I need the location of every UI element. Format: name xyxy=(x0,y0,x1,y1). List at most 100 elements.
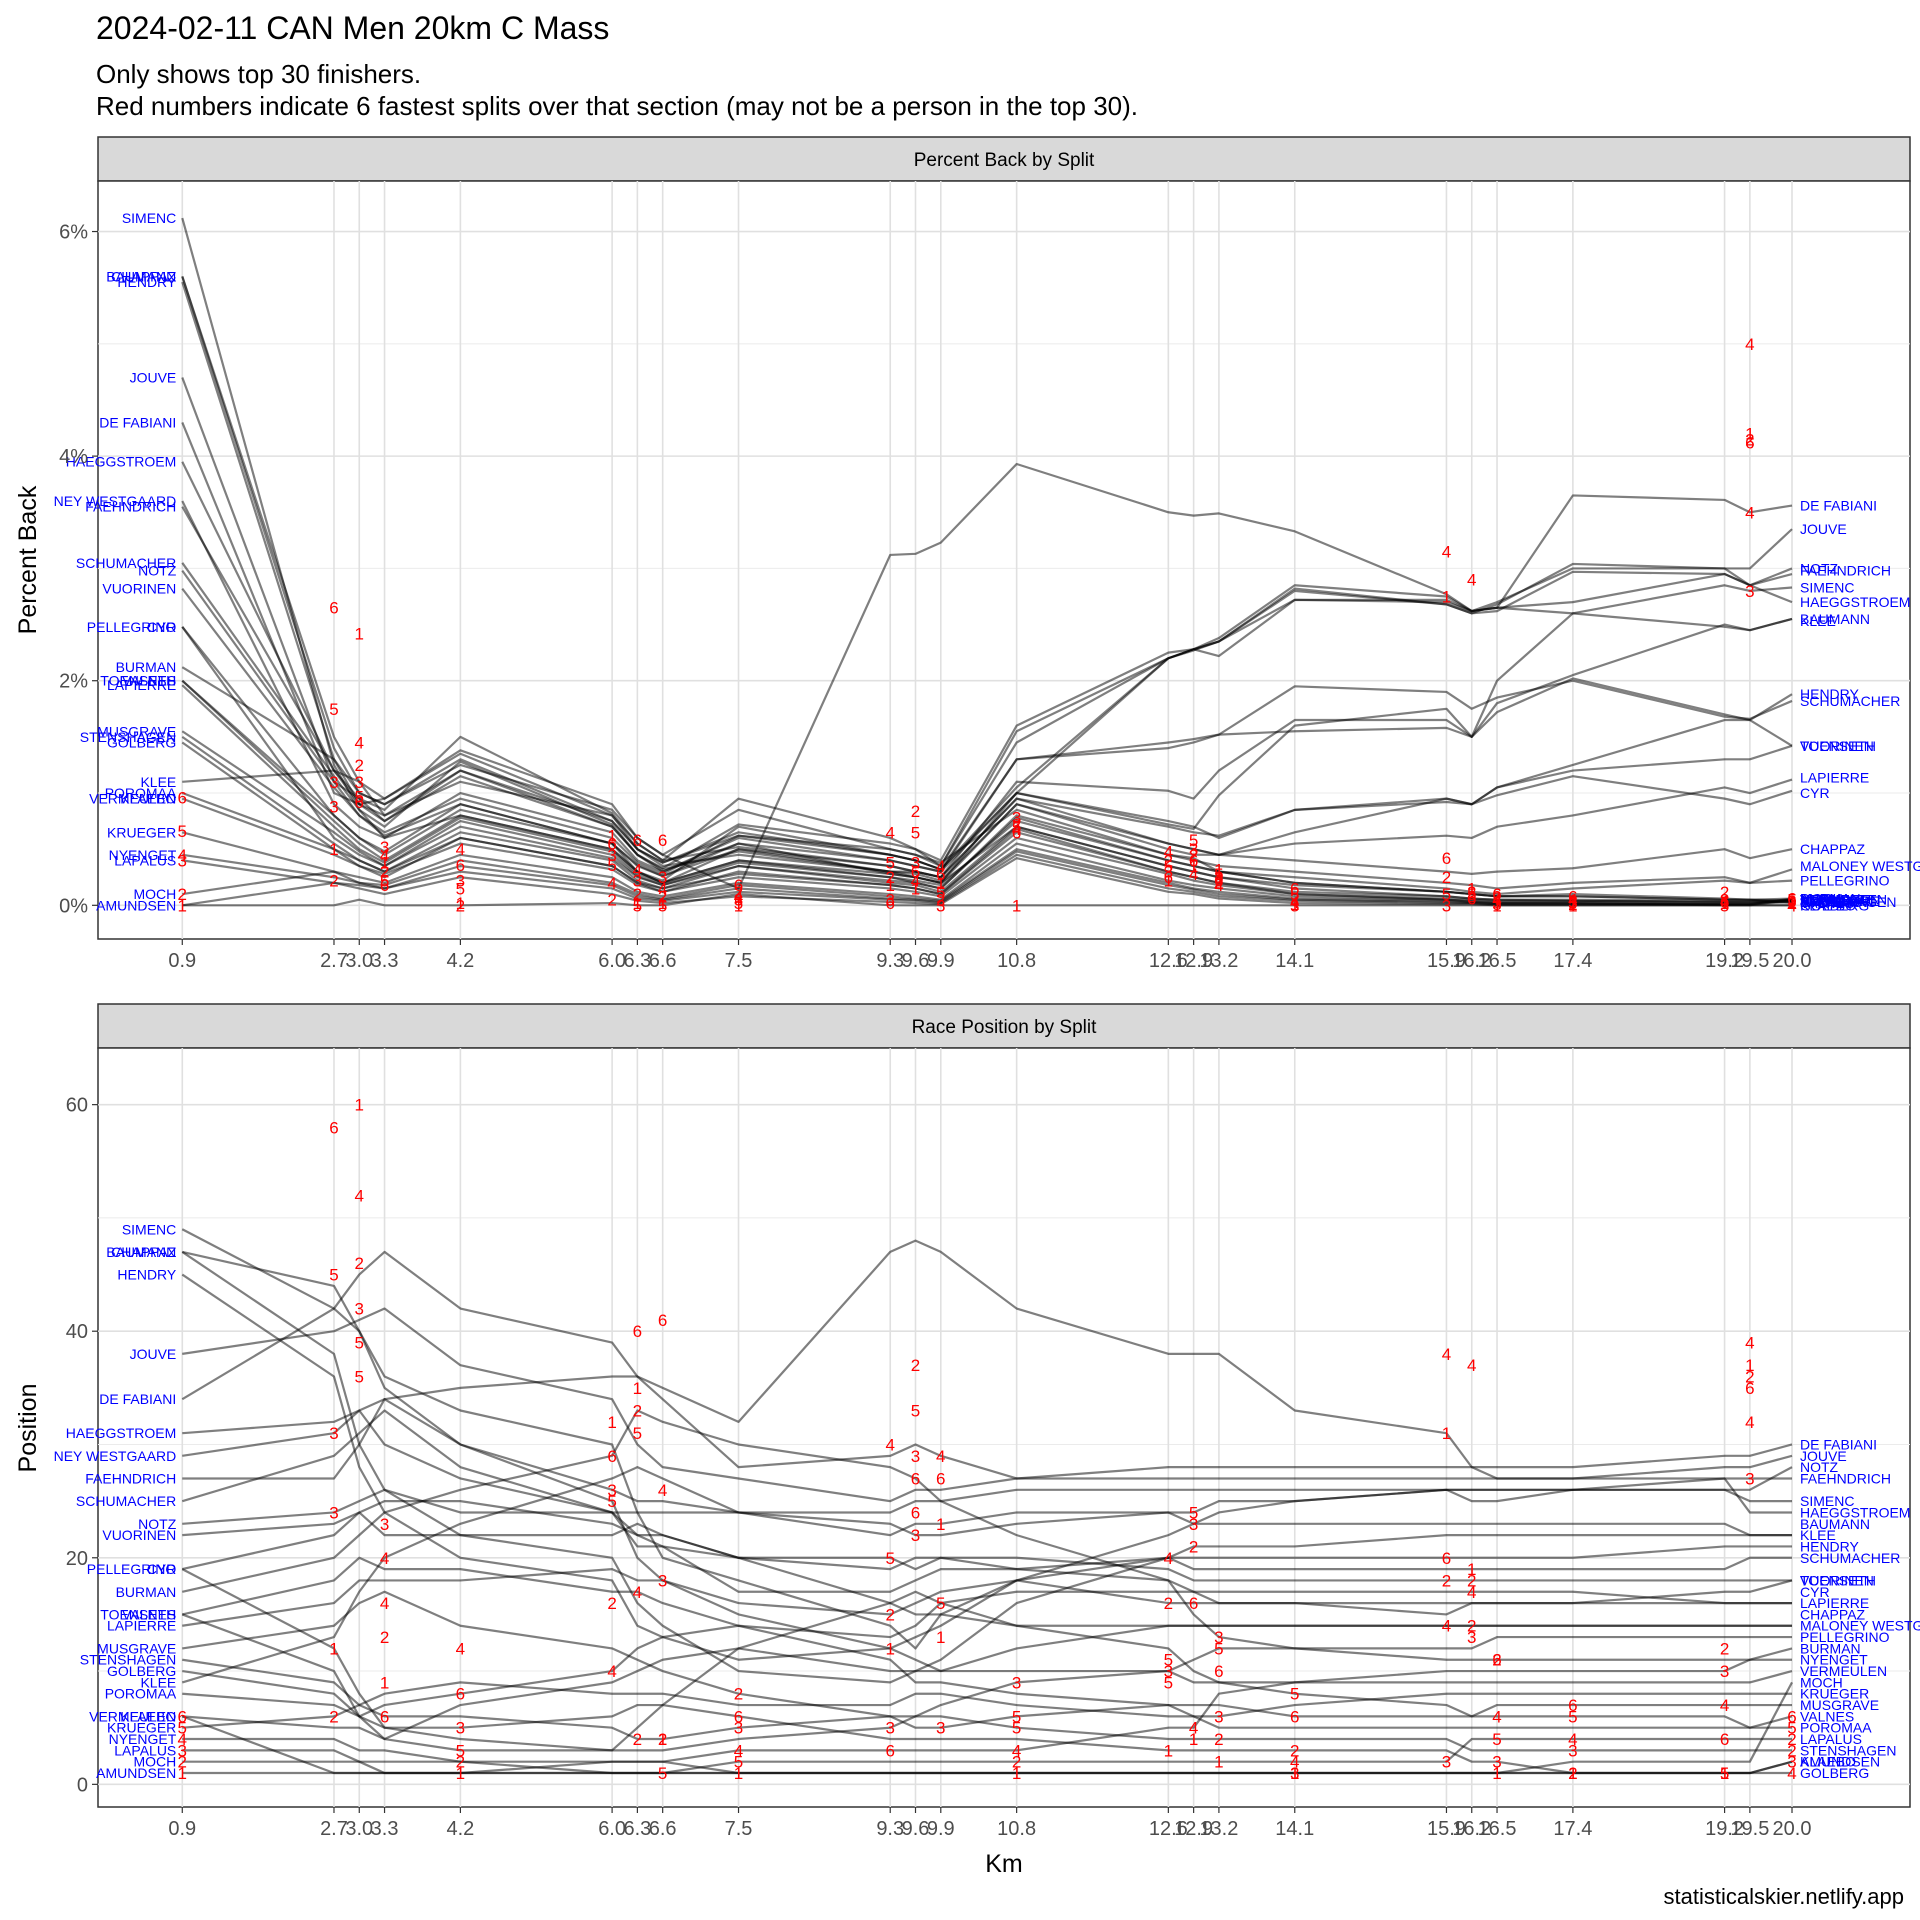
x-tick-label: 14.1 xyxy=(1275,950,1314,972)
end-label: POROMAA xyxy=(1800,893,1872,909)
end-label: VERMEULEN xyxy=(1800,1663,1887,1679)
series-line-hendry xyxy=(181,1273,1793,1661)
start-label: VUORINEN xyxy=(102,1527,176,1543)
split-rank-marker: 6 xyxy=(1442,849,1451,868)
split-rank-marker: 5 xyxy=(1214,865,1223,884)
x-tick-label: 6.3 xyxy=(623,950,651,972)
end-label: GOLBERG xyxy=(1800,1765,1869,1781)
split-rank-marker: 6 xyxy=(885,894,894,913)
split-rank-marker: 2 xyxy=(380,1628,389,1647)
split-rank-marker: 3 xyxy=(734,891,743,910)
split-rank-marker: 2 xyxy=(178,1753,187,1772)
split-rank-marker: 4 xyxy=(1492,891,1501,910)
split-rank-marker: 1 xyxy=(178,896,187,915)
split-rank-marker: 6 xyxy=(936,865,945,884)
split-rank-marker: 6 xyxy=(658,1311,667,1330)
split-rank-marker: 6 xyxy=(911,863,920,882)
split-rank-marker: 2 xyxy=(178,885,187,904)
split-rank-marker: 4 xyxy=(936,857,945,876)
start-label: CYR xyxy=(147,619,177,635)
end-label: KLAEBO xyxy=(1800,1754,1856,1770)
start-label: HENDRY xyxy=(117,274,177,290)
split-rank-marker: 1 xyxy=(734,1764,743,1783)
split-rank-marker: 2 xyxy=(1164,851,1173,870)
split-rank-marker: 5 xyxy=(456,879,465,898)
split-rank-marker: 6 xyxy=(456,1685,465,1704)
split-rank-marker: 4 xyxy=(1012,1741,1021,1760)
start-label: HAEGGSTROEM xyxy=(66,454,176,470)
split-rank-marker: 3 xyxy=(329,773,338,792)
split-rank-marker: 5 xyxy=(911,823,920,842)
series-line-krueger xyxy=(182,1681,1793,1729)
start-label: NEY WESTGAARD xyxy=(54,1448,177,1464)
start-label: FAEHNDRICH xyxy=(85,1470,176,1486)
split-rank-marker: 2 xyxy=(329,1707,338,1726)
split-rank-marker: 6 xyxy=(329,599,338,618)
split-rank-marker: 1 xyxy=(456,894,465,913)
x-tick-label: 9.3 xyxy=(876,950,904,972)
end-label: GOLBERG xyxy=(1800,897,1869,913)
split-rank-marker: 3 xyxy=(658,868,667,887)
split-rank-marker: 5 xyxy=(734,894,743,913)
x-tick-label: 6.0 xyxy=(598,1818,626,1840)
end-label: MUSGRAVE xyxy=(1800,893,1879,909)
split-rank-marker: 5 xyxy=(380,872,389,891)
end-label: BAUMANN xyxy=(1800,1516,1870,1532)
split-rank-marker: 6 xyxy=(658,831,667,850)
x-tick-label: 9.9 xyxy=(927,950,955,972)
split-markers-percent-back: 6543216533121423563412564635121635426432… xyxy=(178,335,1797,915)
split-rank-marker: 6 xyxy=(355,793,364,812)
split-rank-marker: 5 xyxy=(1467,885,1476,904)
split-rank-marker: 2 xyxy=(633,1402,642,1421)
split-rank-marker: 4 xyxy=(1214,876,1223,895)
x-tick-label: 3.3 xyxy=(371,1818,399,1840)
series-line-golberg xyxy=(182,1669,1793,1775)
split-rank-marker: 5 xyxy=(936,883,945,902)
split-rank-marker: 6 xyxy=(734,876,743,895)
end-label: BAUMANN xyxy=(1800,611,1870,627)
split-rank-marker: 4 xyxy=(1189,1719,1198,1738)
start-label: VUORINEN xyxy=(102,581,176,597)
split-rank-marker: 6 xyxy=(734,1707,743,1726)
series-line-cyr xyxy=(181,626,1793,879)
split-rank-marker: 4 xyxy=(607,1662,616,1681)
split-rank-marker: 1 xyxy=(1745,425,1754,444)
end-label: SIMENC xyxy=(1800,1493,1854,1509)
split-rank-marker: 4 xyxy=(1189,865,1198,884)
x-tick-label: 19.5 xyxy=(1730,1818,1769,1840)
split-rank-marker: 1 xyxy=(1012,1764,1021,1783)
split-rank-marker: 3 xyxy=(329,1424,338,1443)
start-label: GOLBERG xyxy=(107,734,176,750)
start-label: MUSGRAVE xyxy=(97,1640,176,1656)
x-tick-label: 15.9 xyxy=(1427,950,1466,972)
split-rank-marker: 5 xyxy=(456,1741,465,1760)
end-label: MOCH xyxy=(1800,891,1843,907)
start-label: BURMAN xyxy=(116,659,177,675)
split-rank-marker: 3 xyxy=(1720,1662,1729,1681)
y-tick-label: 0 xyxy=(77,1774,88,1796)
split-rank-marker: 3 xyxy=(355,773,364,792)
series-line-lapalus xyxy=(182,1737,1793,1775)
split-rank-marker: 4 xyxy=(178,846,187,865)
split-rank-marker: 1 xyxy=(355,625,364,644)
split-rank-marker: 3 xyxy=(607,846,616,865)
split-rank-marker: 6 xyxy=(936,1469,945,1488)
split-rank-marker: 6 xyxy=(456,856,465,875)
series-line-maloney-westgaard xyxy=(182,1409,1793,1627)
x-tick-label: 10.8 xyxy=(997,1818,1036,1840)
end-label: TOENSETH xyxy=(1800,738,1876,754)
split-rank-marker: 4 xyxy=(355,733,364,752)
start-label: BURMAN xyxy=(116,1584,177,1600)
x-tick-label: 16.5 xyxy=(1478,1818,1517,1840)
split-rank-marker: 4 xyxy=(1164,1549,1173,1568)
split-rank-marker: 5 xyxy=(178,1719,187,1738)
split-rank-marker: 4 xyxy=(456,1639,465,1658)
split-rank-marker: 2 xyxy=(329,872,338,891)
end-label: JOUVE xyxy=(1800,1448,1847,1464)
x-axis-ticks-percent-back: 0.9 2.73.03.3 4.2 6.06.36.6 7.5 9.39.69.9 10.8… xyxy=(168,939,1811,972)
split-rank-marker: 5 xyxy=(1164,1673,1173,1692)
series-line-pellegrino xyxy=(181,1568,1793,1752)
split-rank-marker: 5 xyxy=(1012,1707,1021,1726)
split-rank-marker: 1 xyxy=(1442,1424,1451,1443)
